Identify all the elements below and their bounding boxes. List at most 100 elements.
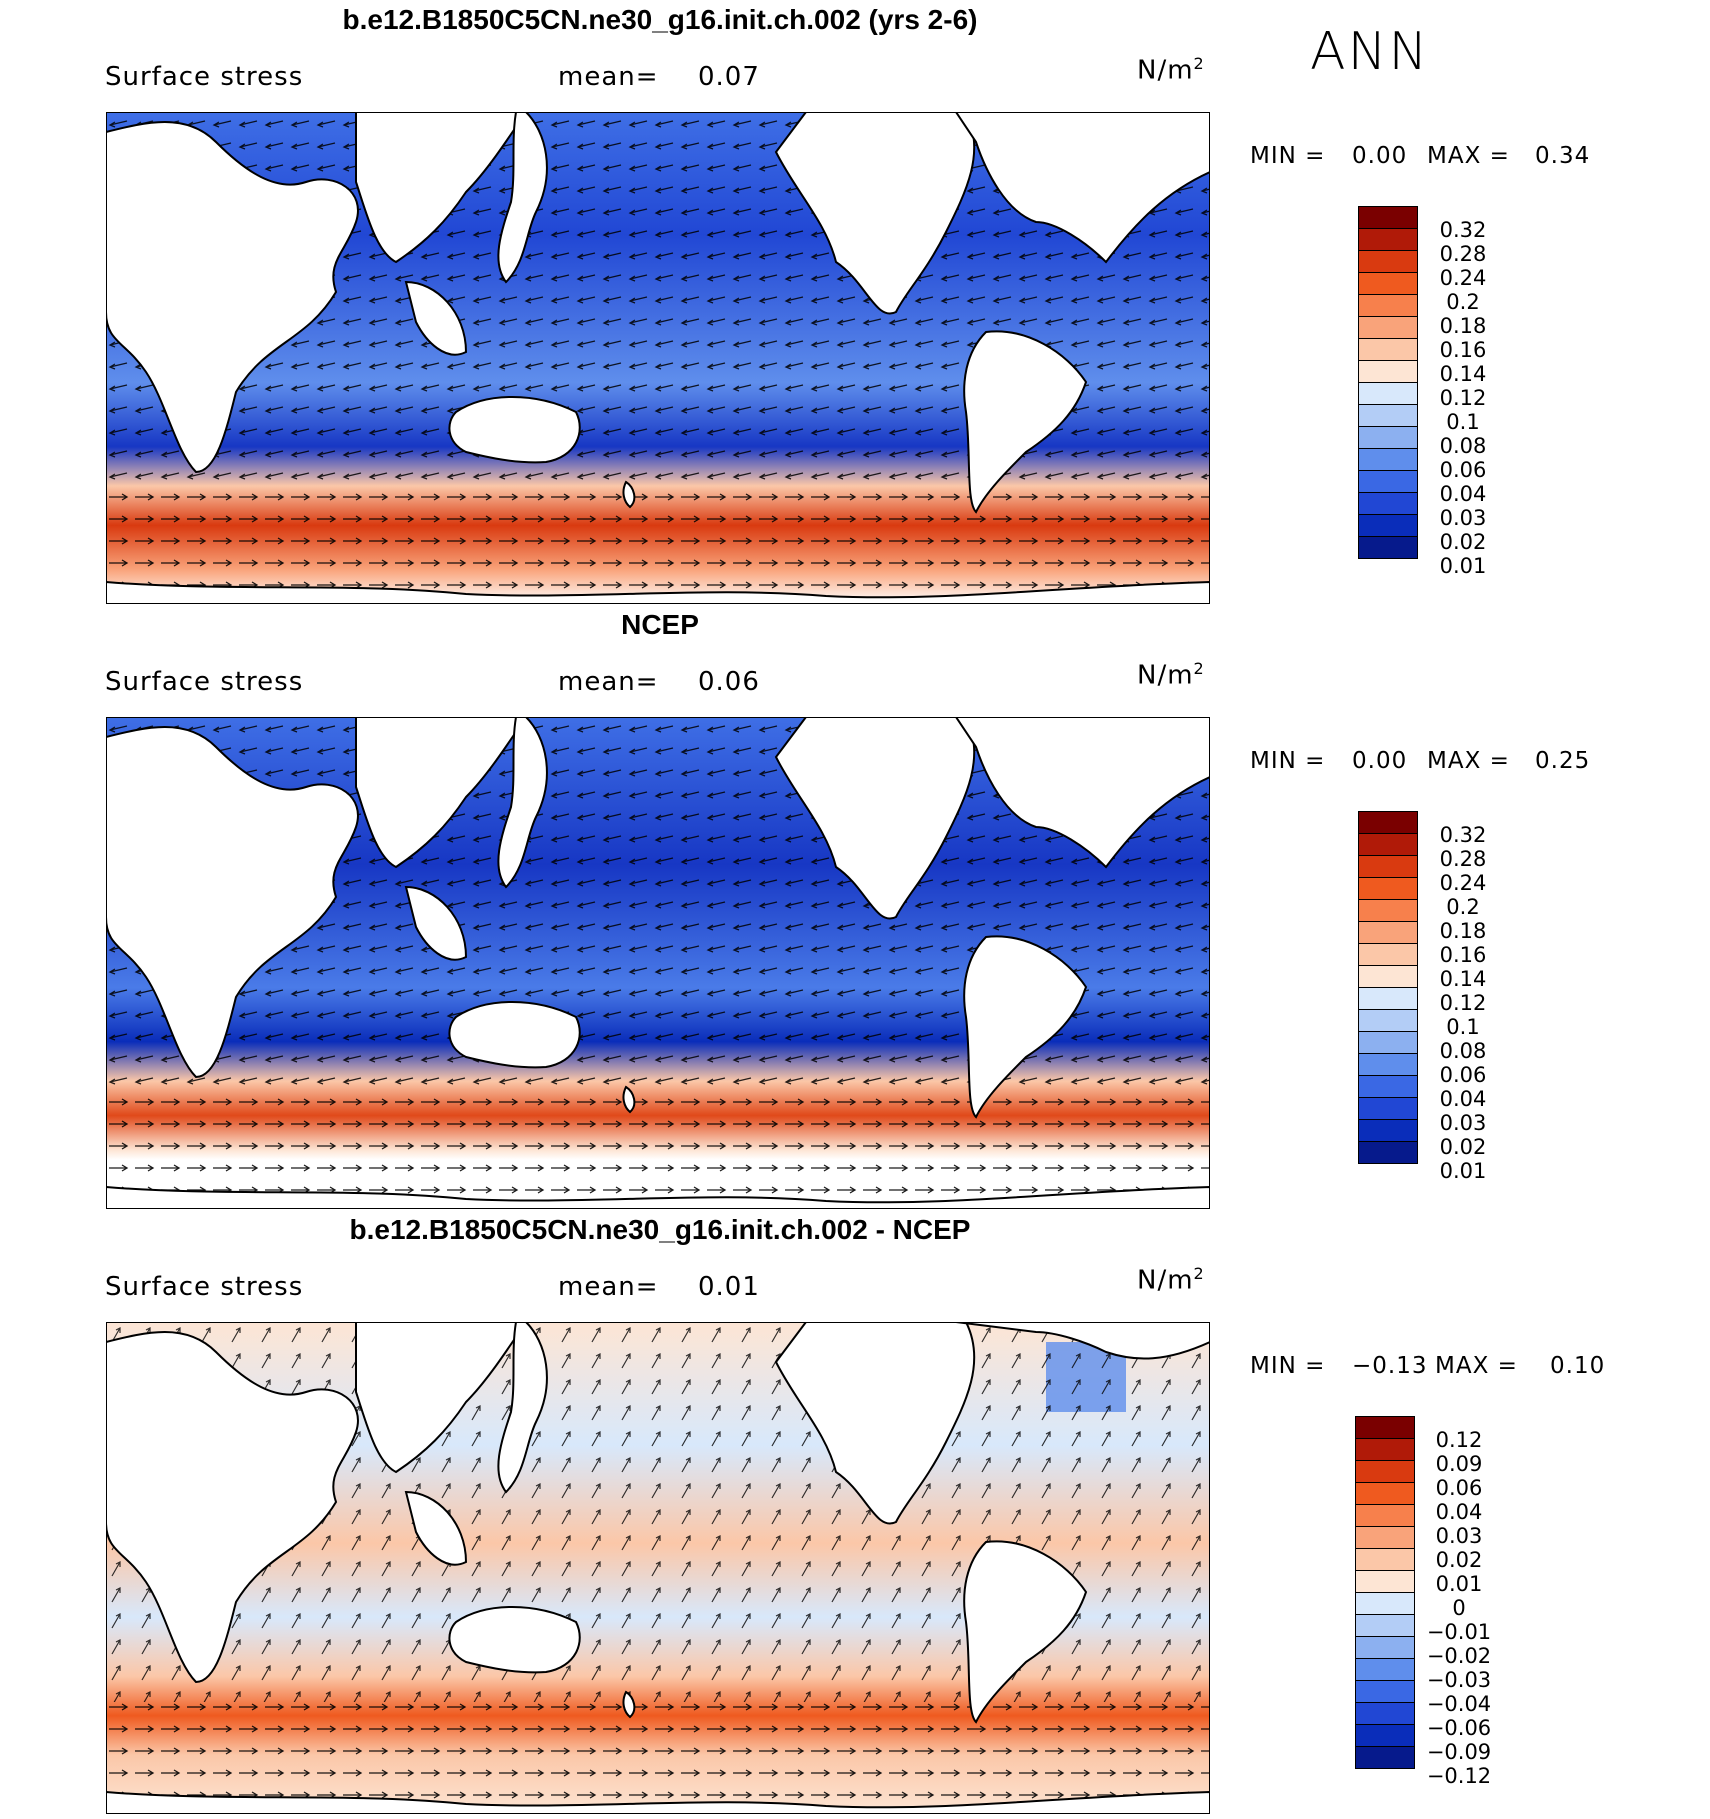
- colorbar-swatch: [1355, 1570, 1415, 1593]
- colorbar-labels: 0.32 0.28 0.24 0.2 0.18 0.16 0.14 0.12 0.1 0.08 0.…: [1428, 218, 1498, 578]
- colorbar-tick-label: 0.08: [1439, 434, 1487, 458]
- mean-label: mean=: [558, 1272, 659, 1302]
- colorbar-swatch: [1358, 1097, 1418, 1120]
- max-label: MAX =: [1427, 748, 1510, 774]
- colorbar-tick-label: 0.02: [1439, 1135, 1487, 1159]
- colorbar-swatch: [1355, 1460, 1415, 1483]
- colorbar-tick-label: 0.06: [1435, 1476, 1483, 1500]
- colorbar-swatch: [1355, 1702, 1415, 1725]
- colorbar-swatch: [1355, 1724, 1415, 1747]
- map-plot: [106, 717, 1210, 1209]
- max-label: MAX =: [1427, 143, 1510, 169]
- colorbar-swatch: [1355, 1614, 1415, 1637]
- colorbar-tick-label: 0.02: [1435, 1548, 1483, 1572]
- colorbar-swatch: [1355, 1680, 1415, 1703]
- colorbar-swatch: [1358, 316, 1418, 339]
- colorbar-swatch: [1358, 1031, 1418, 1054]
- colorbar-swatch: [1355, 1746, 1415, 1769]
- colorbar-swatch: [1358, 965, 1418, 988]
- colorbar-tick-label: 0.28: [1439, 847, 1487, 871]
- colorbar-tick-label: 0.32: [1439, 823, 1487, 847]
- mean-value: 0.06: [698, 667, 760, 697]
- colorbar-swatch: [1358, 404, 1418, 427]
- colorbar-swatch: [1358, 228, 1418, 251]
- colorbar-swatch: [1355, 1416, 1415, 1439]
- units-label: N/m2: [1137, 659, 1205, 691]
- colorbar-tick-label: 0.24: [1439, 871, 1487, 895]
- colorbar-swatch: [1358, 448, 1418, 471]
- colorbar-swatch: [1358, 833, 1418, 856]
- max-label: MAX =: [1435, 1353, 1518, 1379]
- colorbar-swatch: [1358, 272, 1418, 295]
- colorbar-swatch: [1358, 1075, 1418, 1098]
- colorbar-tick-label: 0.04: [1439, 482, 1487, 506]
- variable-label: Surface stress: [105, 62, 304, 92]
- colorbar-swatch: [1358, 250, 1418, 273]
- colorbar-labels: 0.32 0.28 0.24 0.2 0.18 0.16 0.14 0.12 0.1 0.08 0.…: [1428, 823, 1498, 1183]
- min-label: MIN =: [1250, 748, 1326, 774]
- panel-title: NCEP: [621, 609, 699, 640]
- season-label: ANN: [1310, 22, 1430, 82]
- max-value: 0.25: [1535, 748, 1591, 774]
- min-label: MIN =: [1250, 143, 1326, 169]
- colorbar-swatch: [1358, 877, 1418, 900]
- panel-model: b.e12.B1850C5CN.ne30_g16.init.ch.002 (yr…: [0, 0, 1710, 606]
- colorbar-tick-label: 0.09: [1435, 1452, 1483, 1476]
- colorbar-tick-label: 0.18: [1439, 919, 1487, 943]
- colorbar-tick-label: 0.03: [1435, 1524, 1483, 1548]
- colorbar-tick-label: −0.09: [1426, 1740, 1492, 1764]
- colorbar-swatch: [1358, 382, 1418, 405]
- colorbar-tick-label: 0.2: [1446, 290, 1480, 314]
- colorbar-tick-label: 0.03: [1439, 506, 1487, 530]
- mean-label: mean=: [558, 62, 659, 92]
- variable-label: Surface stress: [105, 667, 304, 697]
- colorbar-tick-label: 0.18: [1439, 314, 1487, 338]
- colorbar-swatch: [1358, 1053, 1418, 1076]
- colorbar-swatch: [1358, 360, 1418, 383]
- colorbar-tick-label: 0.12: [1435, 1428, 1483, 1452]
- colorbar-tick-label: −0.02: [1426, 1644, 1492, 1668]
- colorbar-swatch: [1358, 294, 1418, 317]
- colorbar-swatch: [1358, 1009, 1418, 1032]
- min-label: MIN =: [1250, 1353, 1326, 1379]
- colorbar-tick-label: 0.06: [1439, 1063, 1487, 1087]
- max-value: 0.34: [1535, 143, 1591, 169]
- colorbar-tick-label: 0.12: [1439, 386, 1487, 410]
- colorbar-swatch: [1358, 536, 1418, 559]
- colorbar-swatch: [1355, 1526, 1415, 1549]
- colorbar-tick-label: 0.16: [1439, 943, 1487, 967]
- colorbar-tick-label: 0.03: [1439, 1111, 1487, 1135]
- colorbar-swatch: [1358, 921, 1418, 944]
- units-label: N/m2: [1137, 54, 1205, 86]
- mean-value: 0.07: [698, 62, 760, 92]
- colorbar-swatch: [1358, 899, 1418, 922]
- colorbar-swatch: [1358, 206, 1418, 229]
- colorbar-tick-label: 0.01: [1435, 1572, 1483, 1596]
- colorbar: [1355, 1416, 1415, 1769]
- colorbar-tick-label: 0.01: [1439, 1159, 1487, 1183]
- colorbar-swatch: [1358, 426, 1418, 449]
- map-plot: [106, 112, 1210, 604]
- colorbar-swatch: [1355, 1548, 1415, 1571]
- min-value: 0.00: [1352, 748, 1408, 774]
- colorbar-tick-label: −0.12: [1426, 1764, 1492, 1788]
- colorbar-swatch: [1358, 492, 1418, 515]
- colorbar-tick-label: 0: [1452, 1596, 1466, 1620]
- colorbar-swatch: [1358, 338, 1418, 361]
- colorbar-tick-label: 0.16: [1439, 338, 1487, 362]
- colorbar-tick-label: 0.1: [1446, 1015, 1480, 1039]
- variable-label: Surface stress: [105, 1272, 304, 1302]
- colorbar-tick-label: 0.24: [1439, 266, 1487, 290]
- colorbar-tick-label: 0.04: [1439, 1087, 1487, 1111]
- colorbar-tick-label: 0.08: [1439, 1039, 1487, 1063]
- colorbar-tick-label: 0.14: [1439, 967, 1487, 991]
- panel-title: b.e12.B1850C5CN.ne30_g16.init.ch.002 - N…: [349, 1214, 971, 1245]
- colorbar-tick-label: 0.2: [1446, 895, 1480, 919]
- panel-difference: b.e12.B1850C5CN.ne30_g16.init.ch.002 - N…: [0, 1210, 1710, 1816]
- colorbar-swatch: [1358, 855, 1418, 878]
- colorbar-tick-label: −0.01: [1426, 1620, 1492, 1644]
- units-label: N/m2: [1137, 1264, 1205, 1296]
- colorbar-swatch: [1358, 943, 1418, 966]
- min-value: 0.00: [1352, 143, 1408, 169]
- colorbar-tick-label: −0.06: [1426, 1716, 1492, 1740]
